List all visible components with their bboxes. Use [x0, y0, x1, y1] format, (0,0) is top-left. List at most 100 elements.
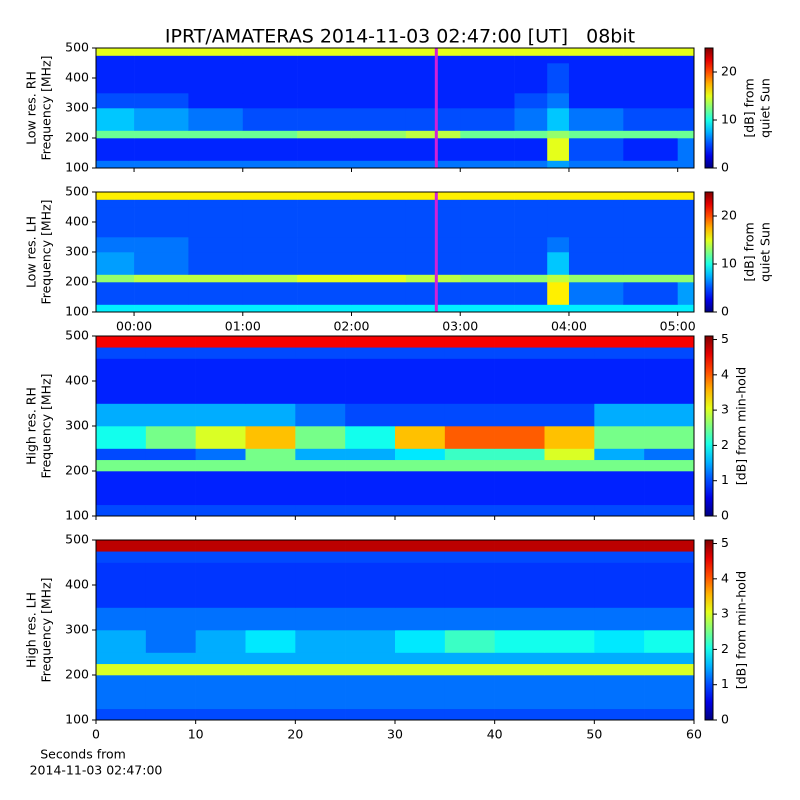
heatmap-cell [195, 663, 246, 676]
heatmap-cell [514, 304, 548, 313]
heatmap-cell [594, 426, 645, 449]
heatmap-cell [245, 562, 296, 608]
heatmap-cell [460, 252, 515, 275]
heatmap-cell [96, 252, 135, 275]
heatmap-cell [514, 252, 548, 275]
heatmap-cell [134, 282, 189, 305]
colorbar-tick-label: 4 [721, 570, 729, 585]
heatmap-cell [395, 504, 446, 517]
heatmap-cell [96, 160, 135, 169]
heatmap-cell [644, 675, 695, 710]
heatmap-cell [405, 93, 461, 109]
heatmap-cell [544, 562, 595, 608]
heatmap-cell [514, 63, 548, 94]
heatmap-cell [245, 675, 296, 710]
y-tick-label: 100 [65, 712, 89, 727]
heatmap-cell [242, 282, 298, 305]
heatmap-cell [145, 652, 196, 665]
heatmap-cell [395, 652, 446, 665]
heatmap-cell [405, 138, 461, 161]
colorbar-tick-label: 2 [721, 641, 729, 656]
heatmap-cell [623, 199, 678, 208]
heatmap-cell [96, 358, 147, 404]
heatmap-cell [568, 207, 624, 238]
heatmap-cell [594, 347, 645, 359]
heatmap-cell [568, 274, 624, 283]
heatmap-cell [544, 540, 595, 552]
heatmap-cell [96, 282, 135, 305]
colorbar-tick-label: 10 [721, 112, 737, 127]
colorbar-tick-label: 0 [721, 160, 729, 175]
heatmap-cell [644, 459, 695, 472]
x-tick-label: 01:00 [225, 319, 261, 334]
heatmap-cell [96, 63, 135, 94]
heatmap-cell [242, 138, 298, 161]
heatmap-cell [677, 93, 695, 109]
heatmap-cell [96, 138, 135, 161]
heatmap-cell [295, 426, 346, 449]
heatmap-cell [195, 459, 246, 472]
heatmap-cell [494, 551, 545, 563]
heatmap-cell [544, 403, 595, 427]
heatmap-cell [405, 252, 461, 275]
y-tick-label: 400 [65, 373, 89, 388]
heatmap-cell [245, 459, 296, 472]
heatmap-cell [644, 336, 695, 348]
heatmap-cell [245, 630, 296, 653]
y-tick-label: 200 [65, 274, 89, 289]
chart-title: IPRT/AMATERAS 2014-11-03 02:47:00 [UT] 0… [165, 26, 635, 48]
heatmap-cell [494, 403, 545, 427]
x-tick-label: 0 [92, 727, 100, 742]
heatmap-cell [96, 336, 147, 348]
heatmap-cell [494, 675, 545, 710]
colorbar-tick-label: 5 [721, 535, 729, 550]
heatmap-cell [188, 138, 244, 161]
heatmap-cell [395, 663, 446, 676]
heatmap-cell [494, 652, 545, 665]
heatmap-cell [345, 652, 396, 665]
heatmap-cell [623, 48, 678, 56]
heatmap-cell [195, 504, 246, 517]
heatmap-cell [494, 708, 545, 721]
colorbar-tick-label: 2 [721, 437, 729, 452]
heatmap-cell [145, 448, 196, 461]
heatmap-cell [351, 160, 407, 169]
heatmap-cell [460, 55, 515, 64]
heatmap-cell [345, 504, 396, 517]
heatmap-cell [405, 48, 461, 56]
heatmap-cell [547, 138, 570, 161]
heatmap-cell [242, 199, 298, 208]
heatmap-cell [195, 540, 246, 552]
heatmap-cell [395, 358, 446, 404]
heatmap-cell [96, 652, 147, 665]
x-tick-label: 20 [287, 727, 303, 742]
heatmap-cell [494, 540, 545, 552]
heatmap-cell [594, 448, 645, 461]
heatmap-cell [677, 138, 695, 161]
heatmap-cell [245, 652, 296, 665]
heatmap-cell [514, 138, 548, 161]
heatmap-cell [195, 403, 246, 427]
x-tick-label: 04:00 [551, 319, 587, 334]
heatmap-cell [96, 130, 135, 139]
heatmap-cell [96, 199, 135, 208]
heatmap-cell [594, 607, 645, 631]
heatmap-cell [594, 540, 645, 552]
heatmap-cell [677, 237, 695, 253]
heatmap-cell [644, 403, 695, 427]
heatmap-cell [295, 448, 346, 461]
heatmap-cell [242, 252, 298, 275]
heatmap-cell [195, 551, 246, 563]
x-tick-label: 50 [586, 727, 602, 742]
heatmap-cell [547, 199, 570, 208]
heatmap-cell [594, 459, 645, 472]
heatmap-cell [405, 63, 461, 94]
heatmap-cell [242, 108, 298, 131]
heatmap-cell [242, 274, 298, 283]
heatmap-cell [297, 55, 352, 64]
heatmap-cell [195, 630, 246, 653]
heatmap-cell [547, 55, 570, 64]
y-tick-label: 100 [65, 160, 89, 175]
heatmap-cell [594, 471, 645, 506]
heatmap-cell [494, 358, 545, 404]
